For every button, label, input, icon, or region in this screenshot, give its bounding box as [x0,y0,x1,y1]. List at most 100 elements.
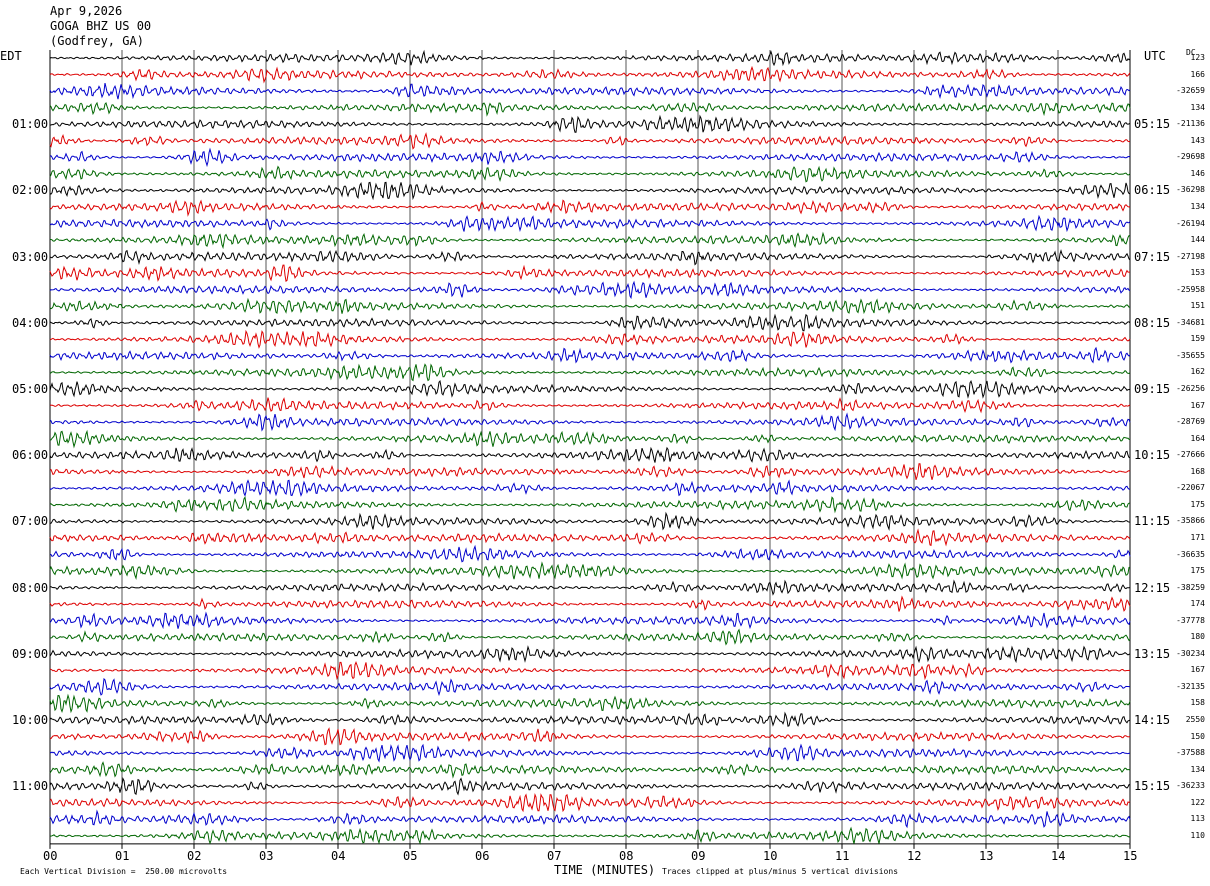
trace-row [49,595,1131,612]
dc-offset-label: -36233 [1176,781,1205,791]
trace-row [49,661,1130,681]
left-hour-label: 10:00 [12,713,49,727]
dc-offset-label: -30234 [1176,648,1205,658]
right-hour-label: 14:15 [1134,713,1171,727]
right-hour-label: 07:15 [1134,249,1171,264]
station-label: GOGA BHZ US 00 [50,19,152,33]
dc-offset-label: 151 [1190,301,1205,311]
dc-offset-label: -37588 [1176,748,1205,758]
trace-row [49,363,1131,382]
trace-row [49,645,1131,664]
trace-row [49,579,1131,596]
dc-offset-label: 180 [1190,632,1205,642]
right-hour-label: 11:15 [1134,514,1171,529]
dc-offset-label: 153 [1190,268,1205,278]
trace-row [49,181,1131,201]
dc-offset-label: -36298 [1176,185,1205,195]
dc-offset-label: -27666 [1176,450,1205,460]
trace-row [49,313,1131,332]
left-hour-label: 01:00 [12,117,49,132]
dc-offset-label: -28769 [1176,417,1205,427]
x-tick-label: 11 [835,849,850,863]
trace-row [49,711,1131,727]
left-hour-label: 07:00 [12,514,49,529]
trace-row [49,297,1131,315]
right-timezone-label: UTC [1144,49,1166,63]
x-tick-label: 07 [547,849,562,863]
left-hour-label: 11:00 [12,779,49,794]
dc-offset-label: 159 [1190,334,1205,344]
trace-row [49,727,1131,746]
x-tick-label: 09 [691,849,706,863]
x-tick-label: 03 [259,849,274,863]
dc-offset-label: 150 [1190,731,1205,741]
dc-offset-label: 113 [1190,814,1205,824]
left-hour-label: 09:00 [12,646,49,661]
dc-offset-label: 167 [1190,400,1205,410]
trace-row [49,793,1131,813]
left-hour-label: 08:00 [12,580,49,595]
dc-offset-label: -37778 [1176,615,1205,625]
scale-note: Each Vertical Division = 250.00 microvol… [20,867,228,876]
dc-offset-label: -29698 [1176,152,1205,162]
trace-row [49,214,1131,233]
dc-offset-label: -22067 [1176,483,1205,493]
dc-offset-label: -36635 [1176,549,1205,559]
seismic-traces [49,49,1131,845]
trace-row [49,199,1131,217]
trace-row [49,809,1131,829]
dc-offset-label: 171 [1190,532,1205,542]
trace-row [49,114,1131,133]
trace-row [49,379,1131,399]
trace-row [49,479,1131,497]
dc-offset-label: -32135 [1176,681,1205,691]
dc-offset-label: 143 [1190,135,1205,145]
time-gridlines [49,50,1131,845]
x-tick-label: 00 [43,849,58,863]
left-hour-label: 06:00 [12,448,49,463]
trace-row [49,761,1131,779]
trace-row [49,101,1131,117]
trace-row [49,280,1131,300]
trace-row [49,677,1131,697]
trace-row [49,463,1131,480]
trace-row [49,249,1131,266]
x-tick-label: 04 [331,849,346,863]
dc-offset-label: 134 [1190,764,1205,774]
right-hour-label: 09:15 [1134,382,1171,396]
dc-offset-label: 146 [1190,168,1205,178]
trace-row [49,132,1131,150]
right-hour-label: 15:15 [1134,779,1171,794]
trace-row [49,397,1131,414]
x-tick-label: 08 [619,849,634,863]
trace-row [49,693,1131,714]
trace-row [49,544,1131,563]
dc-offset-label: 2550 [1185,715,1205,724]
trace-row [49,165,1131,183]
dc-offset-label: -35866 [1176,516,1205,526]
dc-offset-label: 175 [1190,499,1205,509]
x-axis-title: TIME (MINUTES) [554,863,656,877]
dc-offset-label: 122 [1190,797,1205,807]
dc-offset-label: -34681 [1176,317,1205,327]
trace-row [49,611,1131,630]
trace-row [49,147,1131,168]
trace-row [49,511,1131,532]
trace-row [49,777,1131,796]
dc-offset-label: -25958 [1176,284,1205,294]
trace-row [50,826,1131,845]
dc-header-label: DC [1186,48,1196,57]
right-hour-label: 10:15 [1134,448,1171,463]
trace-row [49,49,1131,67]
x-tick-label: 14 [1051,849,1066,863]
trace-row [49,528,1131,547]
dc-offset-label: 144 [1190,235,1205,245]
right-hour-label: 05:15 [1134,117,1171,132]
trace-row [49,743,1130,763]
x-tick-label: 15 [1123,849,1138,863]
x-tick-label: 05 [403,849,418,863]
trace-row [49,429,1131,449]
trace-row [49,446,1131,463]
trace-row [49,495,1131,514]
right-hour-label: 13:15 [1134,646,1171,661]
